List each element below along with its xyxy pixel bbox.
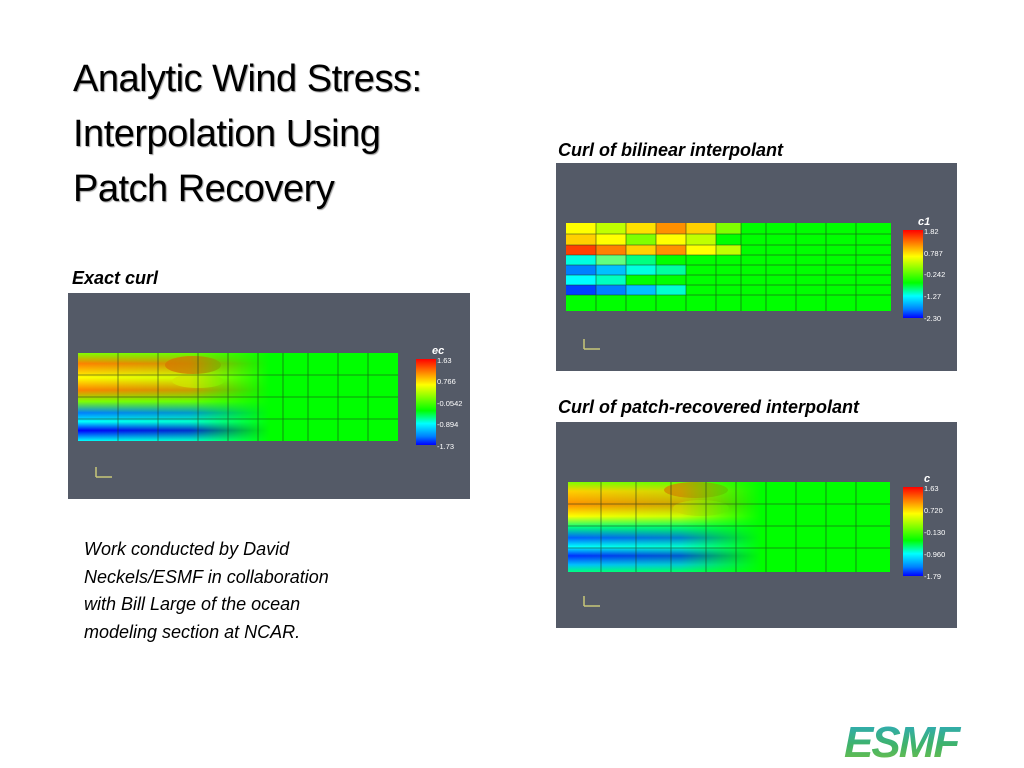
bilinear-cells <box>566 223 741 295</box>
exact-curl-svg: ec 1.63 0.766 -0.0542 -0.894 -1.73 <box>78 345 462 478</box>
patch-legend-bar <box>903 487 923 576</box>
axes-icon <box>95 467 112 478</box>
slide-title: Analytic Wind Stress: Interpolation Usin… <box>73 52 543 217</box>
esmf-logo-text: ESMF <box>844 720 961 762</box>
bilinear-legend-bar <box>903 230 923 318</box>
bilinear-curl-plot: c1 1.82 0.787 -0.242 -1.27 -2.30 <box>556 163 957 371</box>
bilinear-legend-tick: -0.242 <box>924 270 945 279</box>
exact-legend-tick: 0.766 <box>437 377 456 386</box>
patch-legend-tick: -0.130 <box>924 528 945 537</box>
bilinear-curl-svg: c1 1.82 0.787 -0.242 -1.27 -2.30 <box>566 216 945 350</box>
exact-legend-tick: -0.894 <box>437 420 458 429</box>
exact-curl-caption: Exact curl <box>72 268 159 288</box>
exact-curl-plot: ec 1.63 0.766 -0.0542 -0.894 -1.73 <box>68 293 470 499</box>
bilinear-legend-title: c1 <box>918 216 930 228</box>
exact-grid <box>78 353 398 441</box>
patch-legend-tick: -0.960 <box>924 550 945 559</box>
patch-legend-tick: 1.63 <box>924 484 939 493</box>
bilinear-legend-tick: -2.30 <box>924 314 941 323</box>
bilinear-grid <box>566 223 891 311</box>
exact-legend-bar <box>416 359 436 445</box>
note-line-2: Neckels/ESMF in collaboration <box>84 566 329 587</box>
title-line-2: Interpolation Using <box>73 113 381 155</box>
exact-legend-tick: 1.63 <box>437 356 452 365</box>
note-line-3: with Bill Large of the ocean <box>84 594 301 614</box>
note-line-1: Work conducted by David <box>84 539 290 559</box>
axes-icon <box>583 596 600 607</box>
title-line-3: Patch Recovery <box>73 168 335 210</box>
patch-curl-svg: c 1.63 0.720 -0.130 -0.960 -1.79 <box>568 473 945 607</box>
bilinear-curl-caption: Curl of bilinear interpolant <box>558 140 784 160</box>
axes-icon <box>583 339 600 350</box>
exact-legend-tick: -0.0542 <box>437 399 462 408</box>
bilinear-legend-tick: 0.787 <box>924 249 943 258</box>
title-line-1: Analytic Wind Stress: <box>73 58 422 100</box>
bilinear-legend-tick: 1.82 <box>924 227 939 236</box>
exact-legend-tick: -1.73 <box>437 442 454 451</box>
patch-grid <box>568 482 890 572</box>
patch-legend-tick: 0.720 <box>924 506 943 515</box>
exact-legend-title: ec <box>432 345 444 357</box>
attribution-note: Work conducted by David Neckels/ESMF in … <box>84 536 414 646</box>
note-line-4: modeling section at NCAR. <box>84 621 301 642</box>
bilinear-legend-tick: -1.27 <box>924 292 941 301</box>
patch-curl-plot: c 1.63 0.720 -0.130 -0.960 -1.79 <box>556 422 957 628</box>
esmf-logo: ESMF <box>844 720 963 762</box>
patch-legend-title: c <box>924 473 930 485</box>
patch-curl-caption: Curl of patch-recovered interpolant <box>558 397 860 417</box>
patch-legend-tick: -1.79 <box>924 572 941 581</box>
